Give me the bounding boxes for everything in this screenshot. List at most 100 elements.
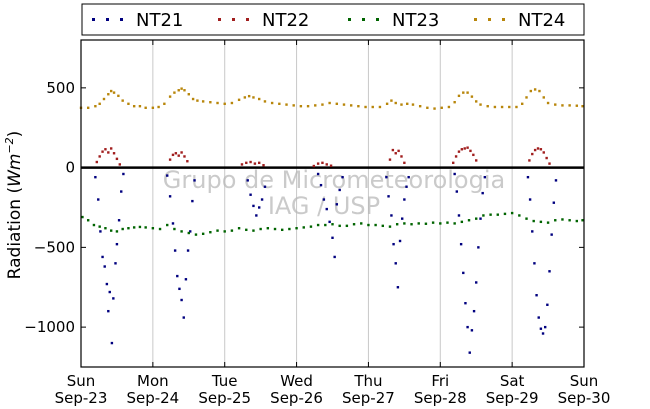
data-point xyxy=(263,100,267,103)
data-point xyxy=(453,101,456,104)
data-point xyxy=(528,159,531,162)
data-point xyxy=(391,148,395,152)
data-point xyxy=(470,95,474,98)
data-point xyxy=(364,105,367,109)
data-point xyxy=(263,185,267,188)
data-point xyxy=(360,222,363,225)
data-point xyxy=(440,106,443,109)
data-point xyxy=(418,104,422,108)
data-point xyxy=(481,191,484,195)
legend-label: NT21 xyxy=(136,10,183,31)
data-point xyxy=(539,327,543,330)
data-point xyxy=(338,188,341,192)
data-point xyxy=(314,104,317,107)
data-point xyxy=(168,95,172,98)
data-point xyxy=(240,163,244,166)
data-point xyxy=(388,225,392,228)
data-point xyxy=(539,148,543,151)
data-point xyxy=(237,227,241,230)
data-point xyxy=(107,309,110,313)
data-point xyxy=(81,215,84,219)
data-point xyxy=(176,274,179,278)
data-point xyxy=(99,230,102,233)
data-point xyxy=(104,148,107,151)
data-point xyxy=(151,227,155,230)
data-point xyxy=(187,93,190,96)
data-points xyxy=(79,87,584,354)
data-point xyxy=(121,99,124,102)
data-point xyxy=(270,101,274,105)
data-point xyxy=(107,93,110,96)
data-point xyxy=(483,175,487,179)
data-point xyxy=(122,172,125,176)
y-axis-label-close: ) xyxy=(5,131,25,138)
data-point xyxy=(341,175,344,179)
data-point xyxy=(581,104,584,108)
data-point xyxy=(109,229,113,232)
data-point xyxy=(138,225,142,229)
data-point xyxy=(132,226,136,229)
data-point xyxy=(396,286,400,289)
data-point xyxy=(194,233,198,236)
data-point xyxy=(546,303,549,306)
data-point xyxy=(417,222,420,225)
data-point xyxy=(536,147,540,150)
data-point xyxy=(266,227,270,230)
data-point xyxy=(252,204,255,208)
x-tick-day: Sun xyxy=(570,372,599,390)
data-point xyxy=(390,99,393,102)
data-point xyxy=(538,89,541,93)
data-point xyxy=(403,198,406,201)
x-tick-date: Sep-25 xyxy=(198,389,251,407)
data-point xyxy=(541,332,545,335)
data-point xyxy=(459,242,463,246)
data-point xyxy=(335,102,339,106)
data-point xyxy=(86,106,90,109)
x-axis-ticks: SunSep-23MonSep-24TueSep-25WedSep-26ThuS… xyxy=(55,40,610,407)
data-point xyxy=(463,147,466,150)
data-point xyxy=(349,104,353,107)
data-point xyxy=(454,155,458,158)
data-point xyxy=(321,161,324,165)
data-point xyxy=(542,96,545,99)
x-tick-date: Sep-24 xyxy=(126,389,179,407)
x-tick-day: Wed xyxy=(280,372,313,390)
legend-box xyxy=(81,3,585,36)
legend-item-nt24: NT24 xyxy=(474,10,565,31)
x-tick-date: Sep-28 xyxy=(414,389,467,407)
data-point xyxy=(400,103,403,106)
data-point xyxy=(338,224,341,228)
data-point xyxy=(475,217,478,220)
watermark-line-2: IAG / USP xyxy=(268,192,380,220)
data-point xyxy=(216,229,219,232)
data-point xyxy=(568,104,571,107)
legend-marker xyxy=(120,18,123,21)
data-point xyxy=(173,249,177,252)
data-point xyxy=(180,230,183,233)
data-point xyxy=(469,149,472,153)
data-point xyxy=(180,151,183,154)
data-point xyxy=(184,278,188,281)
data-point xyxy=(546,221,550,224)
data-point xyxy=(173,91,176,94)
series-nt24 xyxy=(79,87,584,110)
data-point xyxy=(357,104,360,108)
data-point xyxy=(528,198,532,201)
data-point xyxy=(548,162,551,165)
data-point xyxy=(581,219,584,222)
data-point xyxy=(385,102,389,106)
data-point xyxy=(316,162,320,165)
data-point xyxy=(406,102,409,106)
legend: NT21 NT22 NT23 NT24 xyxy=(81,3,585,36)
data-point xyxy=(144,106,147,109)
data-point xyxy=(157,105,160,109)
watermark-line-1: Grupo de Micrometeorologia xyxy=(163,166,505,194)
data-point xyxy=(258,161,261,165)
data-point xyxy=(394,101,397,105)
data-point xyxy=(319,183,323,187)
data-point xyxy=(115,230,119,233)
data-point xyxy=(322,198,326,201)
data-point xyxy=(108,290,111,294)
data-point xyxy=(467,219,471,222)
data-point xyxy=(295,227,298,230)
